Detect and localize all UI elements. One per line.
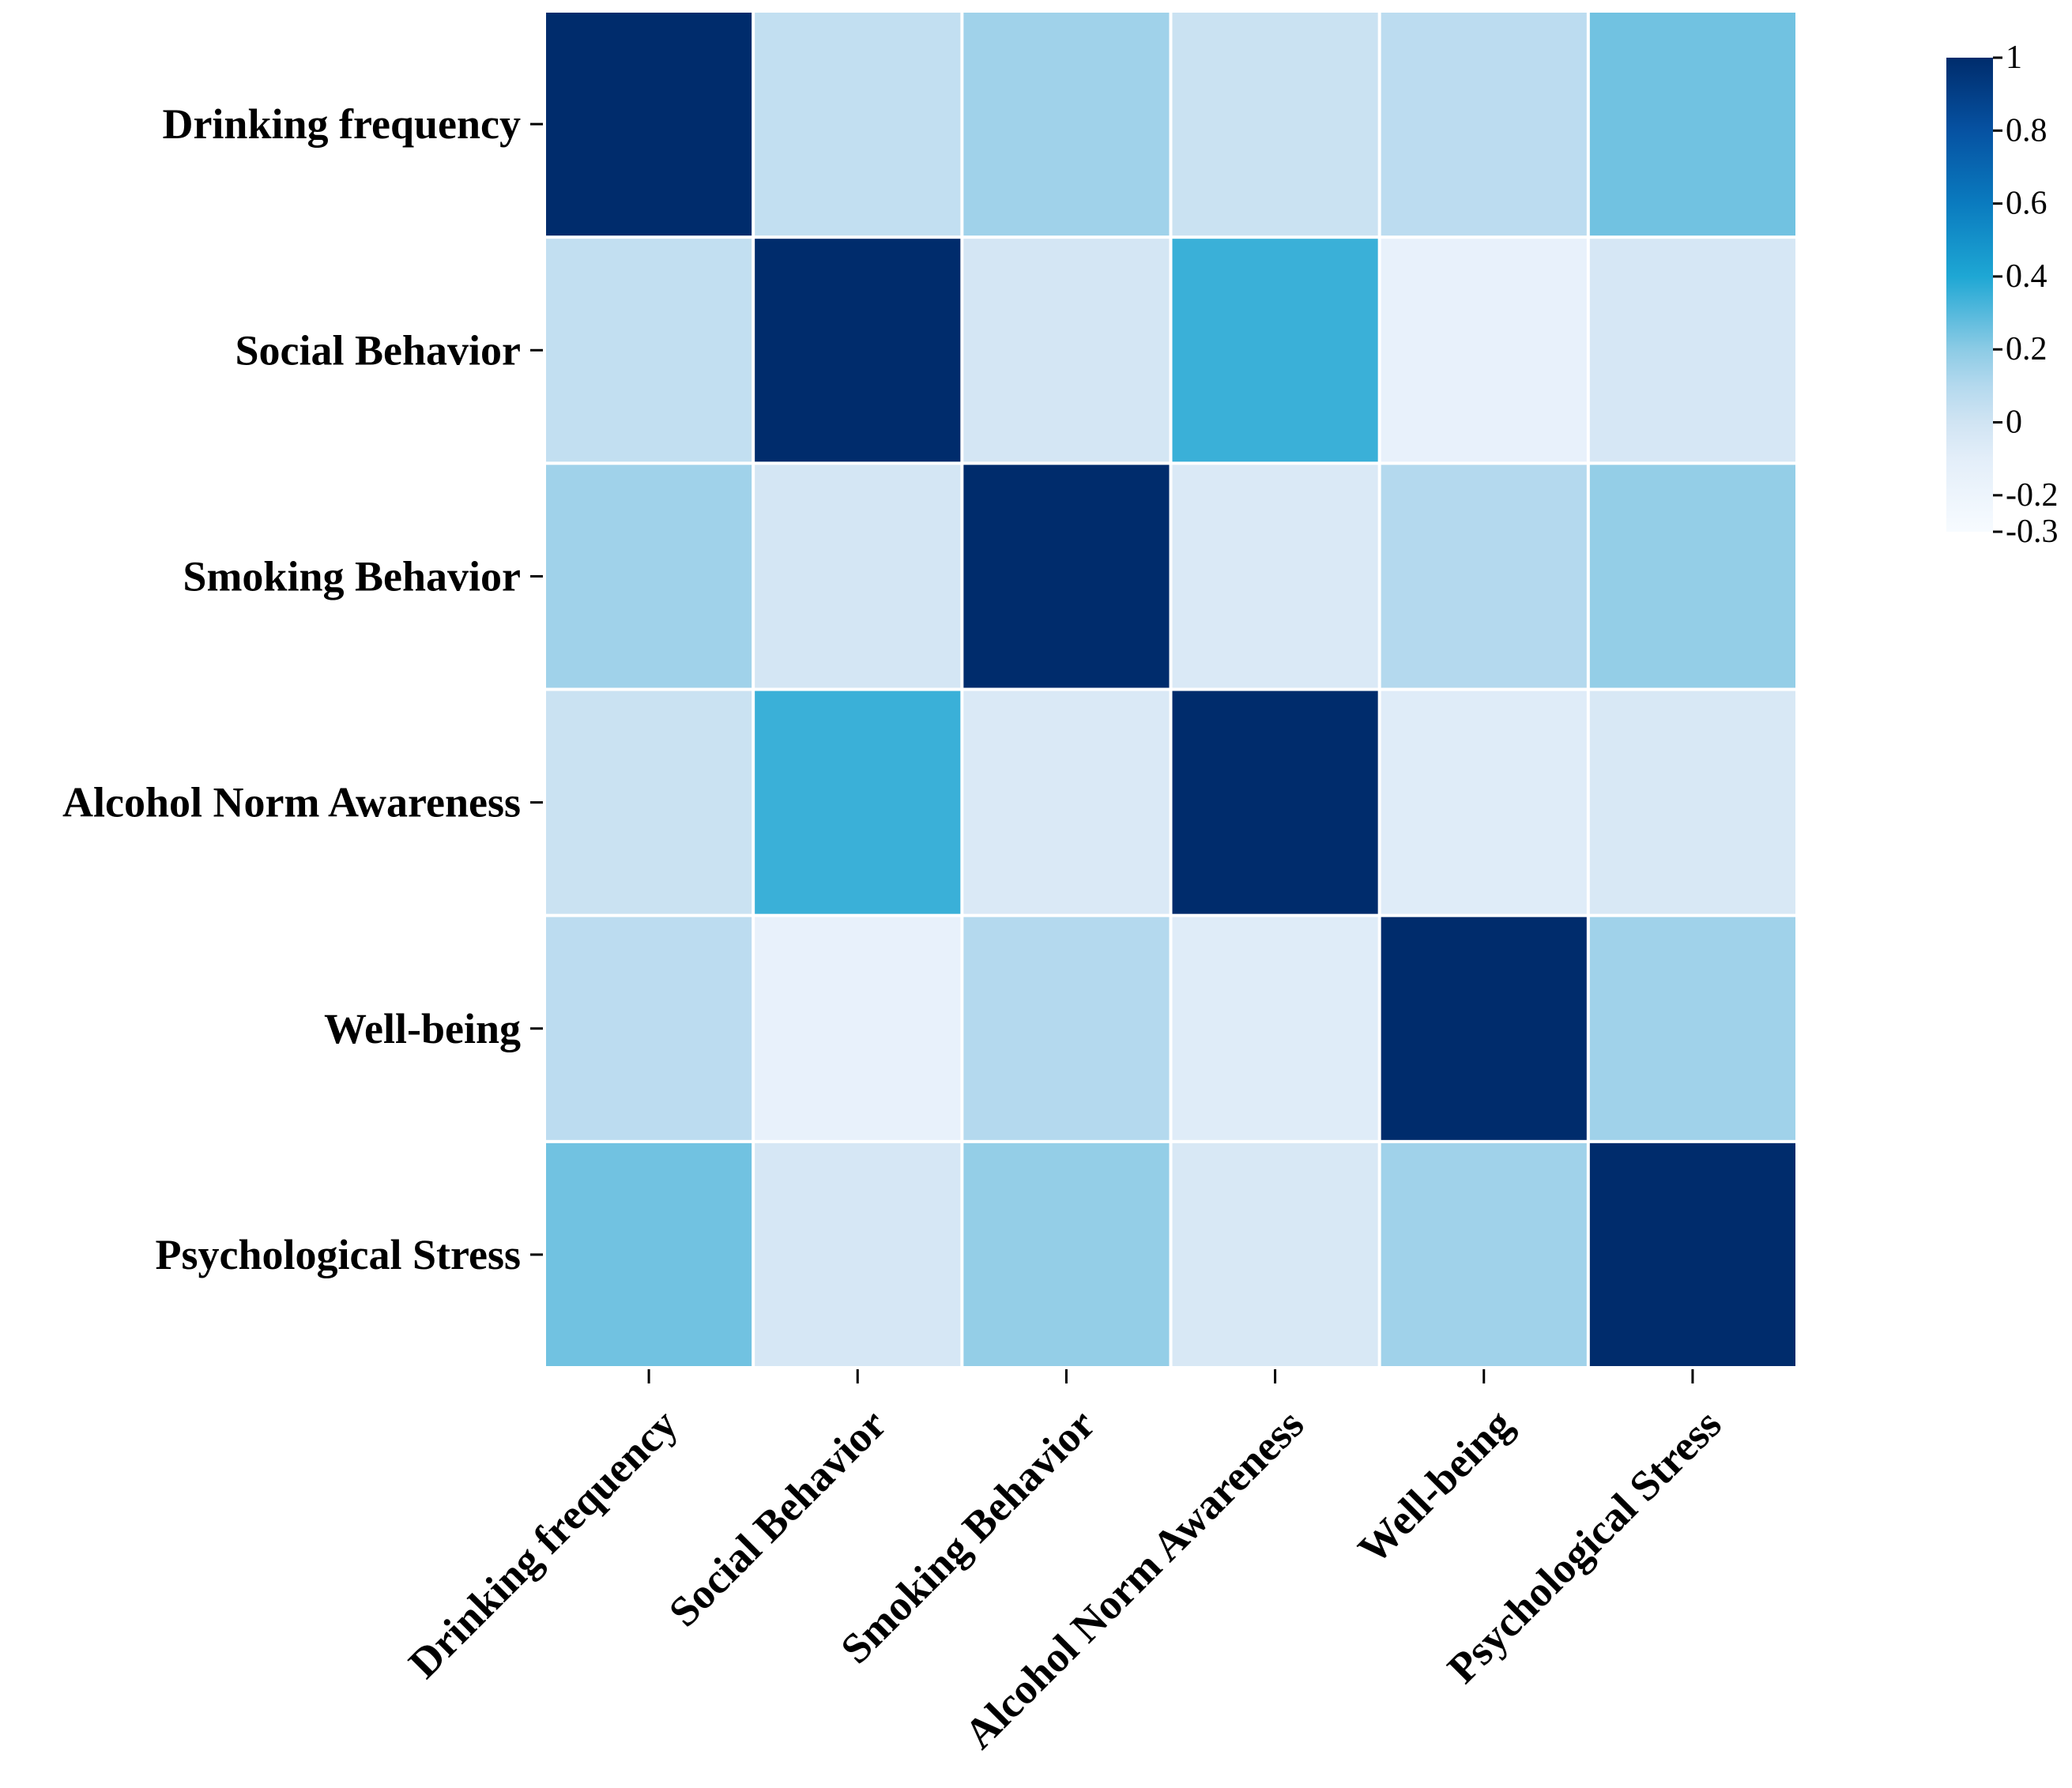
colorbar-tick-label: 1 — [2006, 40, 2022, 76]
column-label-alcohol-norm-awareness: Alcohol Norm Awareness — [955, 1400, 1313, 1758]
heatmap-cell-social-behavior-x-social-behavior — [755, 239, 961, 462]
colorbar-scale — [1946, 58, 1993, 532]
row-label-smoking-behavior: Smoking Behavior — [183, 552, 521, 600]
heatmap-cell-smoking-behavior-x-psychological-stress — [1589, 465, 1795, 688]
colorbar-tick-label: 0.8 — [2006, 112, 2048, 149]
heatmap-cell-smoking-behavior-x-smoking-behavior — [963, 465, 1170, 688]
heatmap-cell-drinking-frequency-x-smoking-behavior — [963, 13, 1170, 236]
heatmap-cell-well-being-x-drinking-frequency — [546, 917, 752, 1140]
heatmap-cell-social-behavior-x-drinking-frequency — [546, 239, 752, 462]
heatmap-cell-drinking-frequency-x-psychological-stress — [1589, 13, 1795, 236]
heatmap-cells — [546, 13, 1795, 1366]
colorbar-tick-label: -0.3 — [2006, 514, 2059, 550]
colorbar-tick-label: 0.4 — [2006, 258, 2048, 295]
heatmap-cell-smoking-behavior-x-drinking-frequency — [546, 465, 752, 688]
heatmap-cell-psychological-stress-x-alcohol-norm-awareness — [1172, 1142, 1378, 1366]
colorbar: 1 0.8 0.6 0.4 0.2 0 -0.2-0.3 — [1946, 40, 2059, 550]
heatmap-cell-well-being-x-well-being — [1381, 917, 1587, 1140]
heatmap-cell-alcohol-norm-awareness-x-smoking-behavior — [963, 691, 1170, 914]
column-label-social-behavior: Social Behavior — [660, 1400, 895, 1636]
heatmap-cell-psychological-stress-x-drinking-frequency — [546, 1142, 752, 1366]
heatmap-cell-social-behavior-x-alcohol-norm-awareness — [1172, 239, 1378, 462]
heatmap-cell-well-being-x-psychological-stress — [1589, 917, 1795, 1140]
heatmap-cell-alcohol-norm-awareness-x-psychological-stress — [1589, 691, 1795, 914]
heatmap-cell-social-behavior-x-smoking-behavior — [963, 239, 1170, 462]
heatmap-cell-alcohol-norm-awareness-x-alcohol-norm-awareness — [1172, 691, 1378, 914]
column-label-drinking-frequency: Drinking frequency — [400, 1400, 687, 1687]
row-label-drinking-frequency: Drinking frequency — [162, 100, 521, 148]
heatmap-cell-drinking-frequency-x-social-behavior — [755, 13, 961, 236]
heatmap-cell-psychological-stress-x-psychological-stress — [1589, 1142, 1795, 1366]
heatmap-cell-social-behavior-x-psychological-stress — [1589, 239, 1795, 462]
heatmap-cell-smoking-behavior-x-alcohol-norm-awareness — [1172, 465, 1378, 688]
row-label-social-behavior: Social Behavior — [235, 326, 522, 374]
row-label-psychological-stress: Psychological Stress — [156, 1231, 521, 1278]
heatmap-cell-psychological-stress-x-smoking-behavior — [963, 1142, 1170, 1366]
row-label-well-being: Well-being — [324, 1005, 521, 1052]
heatmap-cell-smoking-behavior-x-social-behavior — [755, 465, 961, 688]
heatmap-cell-drinking-frequency-x-alcohol-norm-awareness — [1172, 13, 1378, 236]
row-label-alcohol-norm-awareness: Alcohol Norm Awareness — [62, 779, 521, 826]
heatmap-cell-alcohol-norm-awareness-x-well-being — [1381, 691, 1587, 914]
row-labels: Drinking frequency Social Behavior Smoking… — [62, 100, 543, 1278]
colorbar-tick-label: 0.2 — [2006, 331, 2048, 367]
heatmap-cell-drinking-frequency-x-drinking-frequency — [546, 13, 752, 236]
heatmap-cell-well-being-x-smoking-behavior — [963, 917, 1170, 1140]
heatmap-cell-psychological-stress-x-well-being — [1381, 1142, 1587, 1366]
heatmap-cell-smoking-behavior-x-well-being — [1381, 465, 1587, 688]
heatmap-cell-alcohol-norm-awareness-x-drinking-frequency — [546, 691, 752, 914]
colorbar-ticks: 1 0.8 0.6 0.4 0.2 0 -0.2-0.3 — [1993, 40, 2059, 550]
colorbar-tick-label: 0 — [2006, 405, 2022, 441]
heatmap-cell-alcohol-norm-awareness-x-social-behavior — [755, 691, 961, 914]
column-label-well-being: Well-being — [1349, 1400, 1522, 1573]
heatmap-cell-drinking-frequency-x-well-being — [1381, 13, 1587, 236]
colorbar-tick-label: 0.6 — [2006, 186, 2048, 222]
heatmap-cell-psychological-stress-x-social-behavior — [755, 1142, 961, 1366]
colorbar-tick-label: -0.2 — [2006, 477, 2059, 514]
heatmap-cell-social-behavior-x-well-being — [1381, 239, 1587, 462]
heatmap-cell-well-being-x-social-behavior — [755, 917, 961, 1140]
heatmap-cell-well-being-x-alcohol-norm-awareness — [1172, 917, 1378, 1140]
